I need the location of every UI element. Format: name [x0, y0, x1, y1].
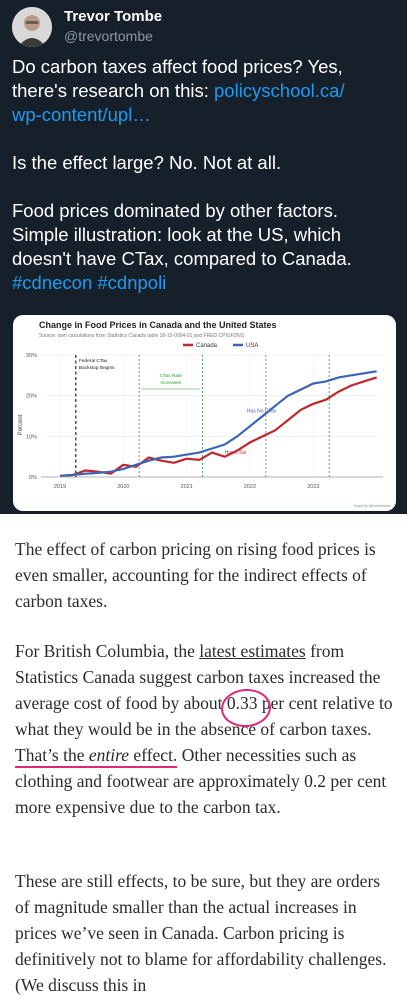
tweet-line: Do carbon taxes affect food prices? Yes,: [12, 56, 343, 77]
annotation-has-ctax: Has CTax: [225, 450, 247, 456]
article-text: effect.: [129, 745, 178, 765]
y-tick-label: 30%: [26, 353, 37, 359]
annotation-ctax-rate: Increases: [160, 380, 181, 386]
avatar-image: [12, 7, 52, 47]
tweet-line: there's research on this: policyschool.c…: [12, 79, 400, 103]
y-tick-label: 0%: [29, 475, 37, 481]
chart-y-label: Percent: [18, 414, 24, 435]
chart-subtitle: Source: own calculations from Statistics…: [39, 333, 245, 339]
food-price-chart: Change in Food Prices in Canada and the …: [18, 320, 391, 508]
legend-label-usa: USA: [246, 343, 258, 349]
chart-credit: Graph by @trevortombe: [353, 504, 391, 508]
author-name[interactable]: Trevor Tombe: [64, 8, 163, 25]
annotation-federal-ctax: Backstop Begins: [79, 365, 115, 371]
article-text: That’s the: [15, 745, 89, 765]
article-paragraph-2: For British Columbia, the latest estimat…: [15, 638, 395, 820]
legend-label-canada: Canada: [196, 343, 218, 349]
chart-event-lines: [75, 355, 330, 477]
x-tick-label: 2022: [244, 484, 256, 490]
emphasis-text: entire: [88, 745, 130, 765]
chart-series: [59, 370, 378, 477]
tweet-line: Simple illustration: look at the US, whi…: [12, 224, 342, 245]
article-text: For British Columbia, the: [15, 641, 200, 661]
annotation-ctax-rate: CTax Rate: [160, 373, 183, 379]
y-tick-label: 20%: [26, 394, 37, 400]
highlighted-phrase: That’s the entire effect.: [15, 745, 178, 768]
highlighted-value: 0.33: [226, 693, 258, 713]
article-paragraph-1: The effect of carbon pricing on rising f…: [15, 539, 376, 611]
tweet-link-cont: wp-content/upl…: [12, 103, 400, 127]
article-text: Other necessities such as clothing and f…: [15, 745, 387, 817]
annotation-federal-ctax: Federal CTax: [79, 358, 108, 364]
chart-ticks: 0% 10% 20% 30% 2019 2020 2021 2022 2023: [26, 353, 319, 490]
tweet-text: Do carbon taxes affect food prices? Yes,…: [12, 55, 400, 295]
chart-legend: Canada USA: [183, 343, 258, 349]
tweet: Trevor Tombe @trevortombe Do carbon taxe…: [12, 7, 400, 511]
x-tick-label: 2020: [117, 484, 129, 490]
chart-card[interactable]: Change in Food Prices in Canada and the …: [13, 315, 396, 511]
series-line-usa: [59, 370, 377, 477]
chart-grid: [41, 354, 383, 478]
chart-title: Change in Food Prices in Canada and the …: [39, 320, 277, 330]
author-handle[interactable]: @trevortombe: [64, 28, 153, 44]
annotation-has-no-ctax: Has No CTax: [247, 409, 277, 415]
tweet-link[interactable]: policyschool.ca/: [214, 80, 345, 101]
article-paragraph-3: These are still effects, to be sure, but…: [15, 871, 387, 995]
tweet-hashtags[interactable]: #cdnecon #cdnpoli: [12, 272, 167, 293]
x-tick-label: 2023: [307, 484, 319, 490]
article-text: per cent relative to what they would be …: [15, 693, 393, 739]
article-text: from Statistics Canada suggest carbon ta…: [15, 641, 381, 713]
y-tick-label: 10%: [26, 434, 37, 440]
x-tick-label: 2019: [54, 484, 66, 490]
latest-estimates-link[interactable]: latest estimates: [199, 641, 306, 661]
x-tick-label: 2021: [181, 484, 193, 490]
article-excerpt: The effect of carbon pricing on rising f…: [0, 514, 407, 1000]
tweet-line: doesn't have CTax, compared to Canada.: [12, 248, 352, 269]
tweet-line: Food prices dominated by other factors.: [12, 200, 338, 221]
tweet-line: Is the effect large? No. Not at all.: [12, 152, 282, 173]
tweet-line-text: there's research on this:: [12, 80, 214, 101]
author-avatar[interactable]: [12, 7, 52, 47]
tweet-link-continued[interactable]: wp-content/upl…: [12, 104, 151, 125]
